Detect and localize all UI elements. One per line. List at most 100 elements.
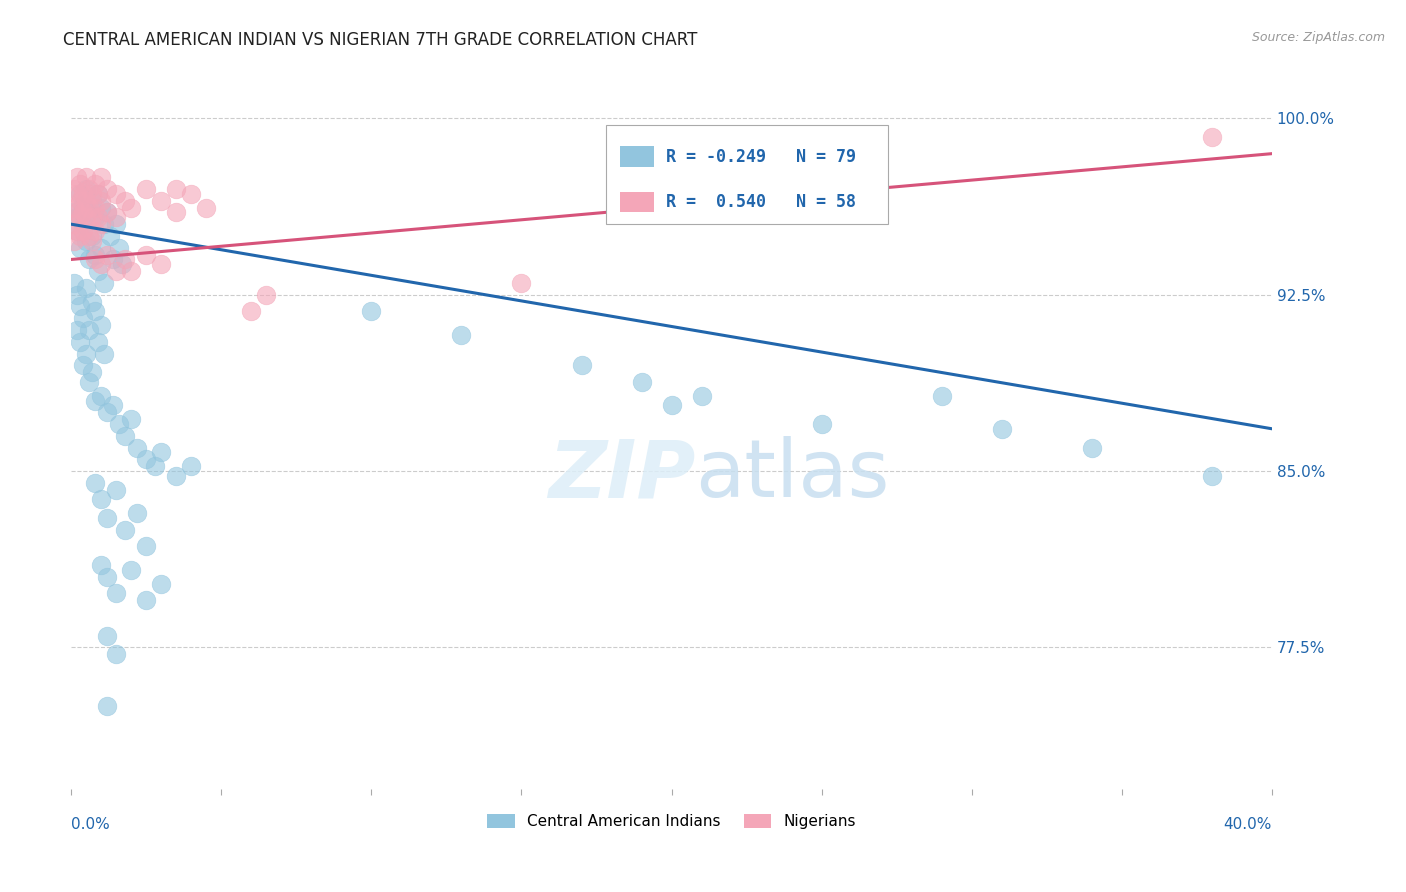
- Point: [630, 375, 652, 389]
- Point: [90, 389, 112, 403]
- Point: [143, 459, 166, 474]
- Point: [69, 229, 91, 244]
- Point: [66, 210, 89, 224]
- Point: [1201, 130, 1223, 145]
- Point: [72, 186, 94, 201]
- Point: [114, 523, 136, 537]
- Point: [93, 346, 115, 360]
- Point: [195, 201, 218, 215]
- Point: [66, 224, 89, 238]
- Point: [510, 276, 533, 290]
- Point: [96, 205, 118, 219]
- Point: [96, 629, 118, 643]
- Point: [69, 241, 91, 255]
- Point: [66, 186, 89, 201]
- Point: [360, 304, 382, 318]
- Point: [77, 205, 100, 219]
- Point: [135, 539, 157, 553]
- Point: [87, 210, 110, 224]
- Point: [66, 170, 89, 185]
- Point: [127, 507, 149, 521]
- Text: R =  0.540   N = 58: R = 0.540 N = 58: [665, 193, 856, 211]
- Point: [75, 281, 97, 295]
- Point: [1201, 468, 1223, 483]
- Point: [87, 186, 110, 201]
- Point: [66, 287, 89, 301]
- Point: [82, 210, 104, 224]
- Point: [90, 194, 112, 208]
- Legend: Central American Indians, Nigerians: Central American Indians, Nigerians: [481, 808, 862, 836]
- Point: [90, 201, 112, 215]
- Point: [90, 558, 112, 573]
- Point: [108, 241, 131, 255]
- Point: [120, 201, 142, 215]
- Point: [72, 224, 94, 238]
- Point: [661, 398, 683, 412]
- Point: [150, 194, 173, 208]
- Point: [77, 182, 100, 196]
- Point: [82, 229, 104, 244]
- Point: [98, 229, 121, 244]
- Point: [90, 170, 112, 185]
- Bar: [620, 192, 654, 212]
- Point: [87, 264, 110, 278]
- Point: [114, 252, 136, 267]
- Point: [571, 359, 593, 373]
- Text: R = -0.249   N = 79: R = -0.249 N = 79: [665, 148, 856, 166]
- Point: [150, 577, 173, 591]
- Bar: [620, 146, 654, 167]
- Point: [75, 170, 97, 185]
- Point: [114, 194, 136, 208]
- Point: [93, 217, 115, 231]
- Point: [96, 248, 118, 262]
- Text: CENTRAL AMERICAN INDIAN VS NIGERIAN 7TH GRADE CORRELATION CHART: CENTRAL AMERICAN INDIAN VS NIGERIAN 7TH …: [63, 31, 697, 49]
- Point: [77, 323, 100, 337]
- Point: [69, 300, 91, 314]
- Point: [75, 234, 97, 248]
- Point: [72, 311, 94, 326]
- Point: [150, 445, 173, 459]
- Point: [90, 217, 112, 231]
- Point: [96, 205, 118, 219]
- Point: [63, 234, 86, 248]
- Point: [63, 205, 86, 219]
- Point: [690, 389, 713, 403]
- Point: [87, 334, 110, 349]
- Point: [84, 210, 107, 224]
- Point: [450, 327, 472, 342]
- Point: [82, 365, 104, 379]
- Point: [1081, 441, 1104, 455]
- Point: [63, 217, 86, 231]
- Text: 0.0%: 0.0%: [72, 817, 110, 831]
- Point: [82, 234, 104, 248]
- Point: [96, 511, 118, 525]
- Point: [90, 257, 112, 271]
- Point: [84, 393, 107, 408]
- Point: [82, 294, 104, 309]
- Point: [120, 264, 142, 278]
- Point: [150, 257, 173, 271]
- Text: atlas: atlas: [696, 436, 890, 514]
- Point: [77, 229, 100, 244]
- Point: [105, 586, 128, 600]
- Point: [990, 422, 1012, 436]
- Point: [75, 194, 97, 208]
- Point: [77, 252, 100, 267]
- Point: [103, 398, 125, 412]
- Point: [90, 492, 112, 507]
- Point: [96, 405, 118, 419]
- Point: [84, 304, 107, 318]
- Text: Source: ZipAtlas.com: Source: ZipAtlas.com: [1251, 31, 1385, 45]
- Point: [69, 186, 91, 201]
- Point: [72, 198, 94, 212]
- Point: [84, 475, 107, 490]
- Point: [96, 699, 118, 714]
- Point: [120, 563, 142, 577]
- Text: ZIP: ZIP: [548, 436, 696, 514]
- Point: [72, 359, 94, 373]
- Point: [93, 276, 115, 290]
- Point: [108, 417, 131, 431]
- Point: [63, 182, 86, 196]
- Point: [84, 252, 107, 267]
- Point: [96, 570, 118, 584]
